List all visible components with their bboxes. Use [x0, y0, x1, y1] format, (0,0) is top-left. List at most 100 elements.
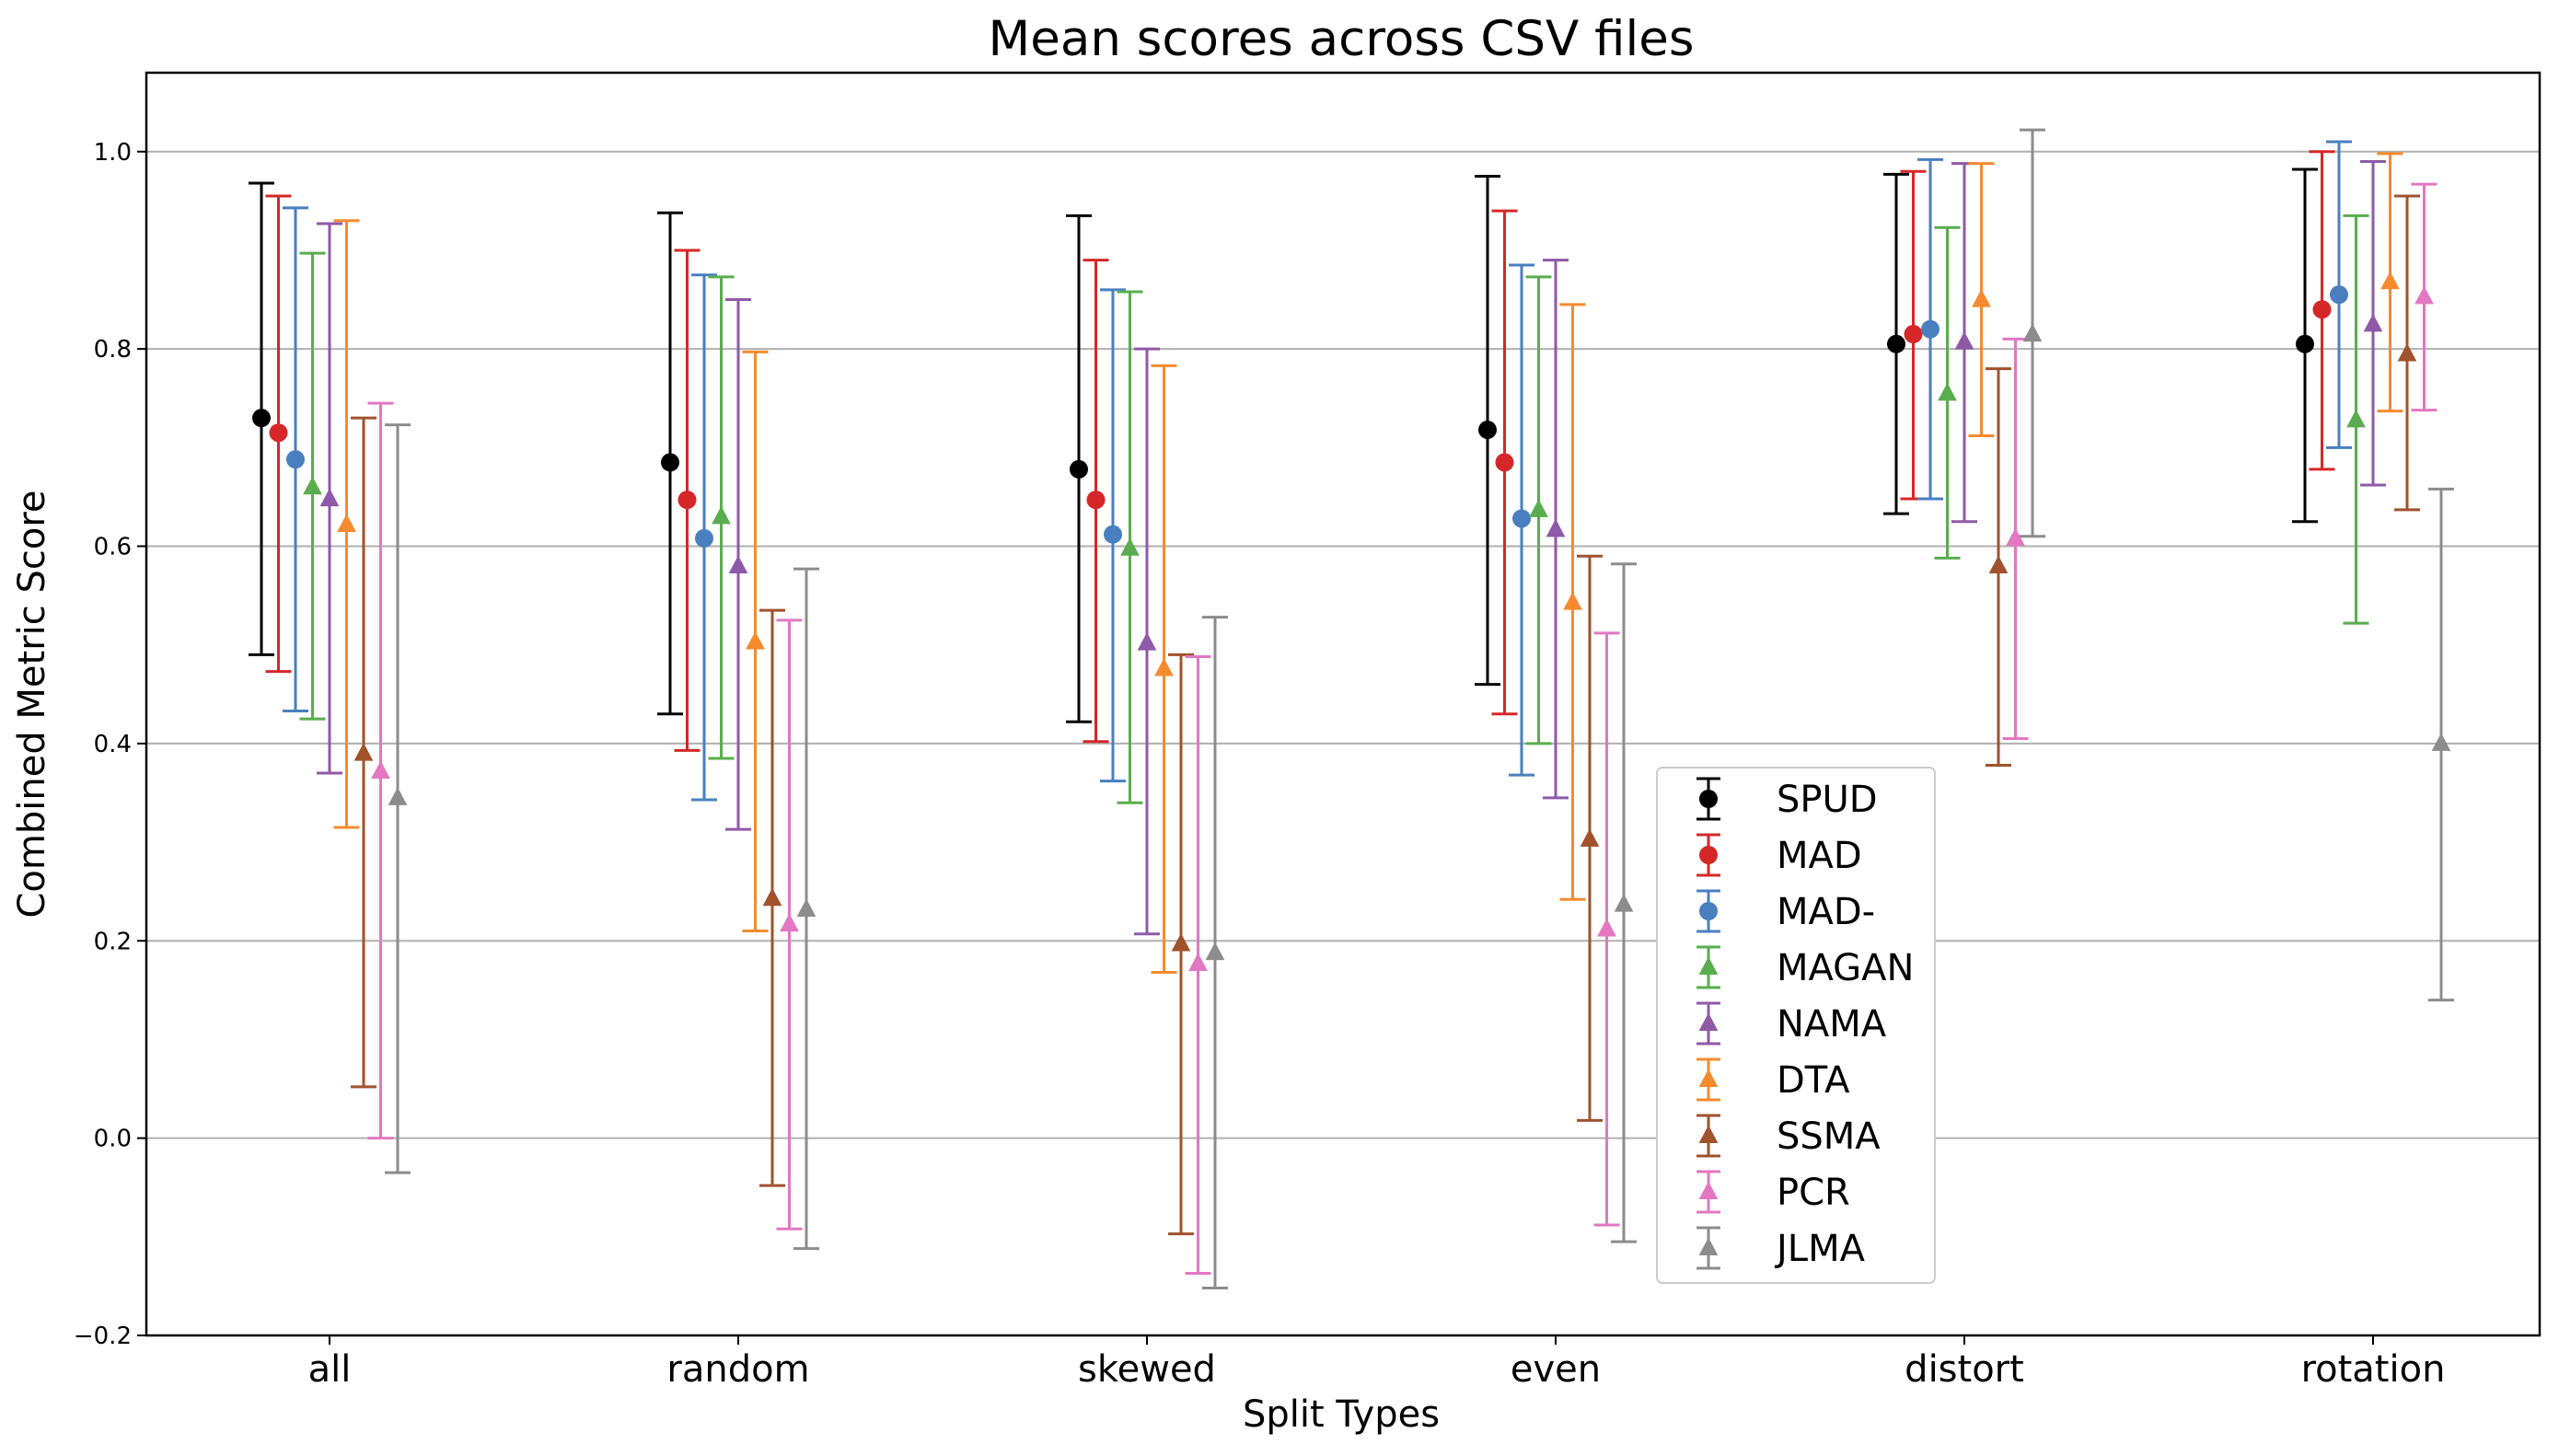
- legend-marker-jlma: [1698, 1237, 1719, 1256]
- legend-marker-magan: [1698, 956, 1719, 976]
- legend-item-mad: MAD-: [1696, 889, 1875, 933]
- y-tick-label: 0.8: [94, 336, 132, 364]
- mean-marker-jlma-even: [1614, 894, 1634, 912]
- x-axis-label: Split Types: [1243, 1393, 1440, 1436]
- y-axis-ticks: −0.2 0.0 0.2 0.4 0.6 0.8 1.0: [74, 139, 146, 1350]
- mean-marker-spud-all: [252, 409, 271, 428]
- legend: SPUD MAD MAD- MAGAN NAMA DTA SSMA PCR JLMA: [1656, 767, 1936, 1284]
- mean-marker-ssma-rotation: [2397, 342, 2417, 362]
- mean-marker-dta-even: [1563, 592, 1582, 610]
- y-tick-label: 0.4: [94, 731, 132, 758]
- mean-marker-spud-even: [1478, 421, 1497, 440]
- series-mad: [265, 150, 2335, 752]
- mean-marker-pcr-distort: [2006, 527, 2025, 546]
- legend-item-nama: NAMA: [1696, 1001, 1887, 1046]
- y-tick-label: −0.2: [74, 1323, 132, 1350]
- legend-item-spud: SPUD: [1696, 777, 1878, 821]
- mean-marker-magan-random: [712, 505, 731, 525]
- mean-marker-ssma-skewed: [1171, 932, 1191, 952]
- legend-label-ssma: SSMA: [1777, 1115, 1881, 1158]
- series-spud: [249, 168, 2318, 723]
- mean-marker-jlma-distort: [2022, 323, 2043, 342]
- mean-marker-jlma-all: [388, 787, 408, 805]
- mean-marker-dta-random: [746, 630, 765, 650]
- mean-marker-spud-distort: [1887, 334, 1905, 353]
- mean-marker-mad-all: [286, 450, 305, 469]
- mean-marker-nama-rotation: [2363, 313, 2383, 332]
- series-layer: [249, 128, 2454, 1290]
- legend-label-spud: SPUD: [1777, 779, 1878, 821]
- y-tick-label: 0.6: [94, 534, 132, 561]
- legend-label-magan: MAGAN: [1777, 947, 1914, 989]
- legend-label-dta: DTA: [1777, 1059, 1850, 1102]
- legend-frame: [1656, 767, 1936, 1284]
- legend-label-jlma: JLMA: [1774, 1228, 1866, 1270]
- mean-marker-spud-skewed: [1070, 459, 1088, 479]
- x-axis-ticks: all random skewed even distort rotation: [308, 1335, 2445, 1391]
- legend-marker-spud: [1699, 790, 1718, 808]
- x-tick-label-random: random: [666, 1348, 809, 1391]
- series-magan: [299, 214, 2369, 804]
- mean-marker-ssma-random: [762, 887, 782, 907]
- y-axis-label: Combined Metric Score: [11, 490, 53, 918]
- grid-lines: [146, 150, 2540, 1336]
- mean-marker-dta-skewed: [1154, 657, 1174, 676]
- mean-marker-magan-skewed: [1120, 537, 1140, 556]
- mean-marker-pcr-even: [1597, 918, 1616, 937]
- mean-marker-mad-skewed: [1104, 525, 1122, 544]
- mean-marker-jlma-random: [796, 898, 816, 917]
- mean-marker-jlma-rotation: [2431, 733, 2451, 751]
- mean-marker-mad-random: [677, 491, 697, 510]
- x-tick-label-skewed: skewed: [1078, 1348, 1216, 1391]
- mean-marker-pcr-random: [780, 913, 799, 932]
- x-tick-label-distort: distort: [1905, 1348, 2024, 1391]
- series-nama: [317, 159, 2386, 936]
- series-pcr: [367, 182, 2437, 1275]
- legend-item-jlma: JLMA: [1696, 1226, 1866, 1270]
- legend-marker-mad: [1699, 902, 1718, 920]
- mean-marker-pcr-all: [371, 760, 390, 779]
- mean-marker-dta-distort: [1972, 289, 1991, 307]
- mean-marker-nama-all: [319, 488, 340, 507]
- series-dta: [333, 152, 2403, 975]
- mean-marker-jlma-skewed: [1205, 942, 1225, 961]
- y-tick-label: 1.0: [94, 139, 132, 167]
- legend-item-ssma: SSMA: [1696, 1114, 1881, 1158]
- mean-marker-ssma-all: [353, 743, 374, 761]
- mean-marker-mad-rotation: [2330, 285, 2348, 305]
- y-tick-label: 0.0: [94, 1126, 132, 1153]
- mean-marker-dta-rotation: [2380, 271, 2400, 290]
- mean-marker-dta-all: [337, 514, 356, 532]
- legend-label-mad: MAD-: [1777, 891, 1875, 933]
- mean-marker-mad-distort: [1904, 325, 1923, 344]
- mean-marker-mad-even: [1495, 453, 1514, 472]
- mean-marker-nama-skewed: [1137, 632, 1157, 651]
- mean-marker-mad-skewed: [1086, 491, 1106, 510]
- legend-item-dta: DTA: [1696, 1057, 1850, 1102]
- legend-marker-ssma: [1698, 1125, 1719, 1144]
- mean-marker-mad-even: [1512, 509, 1531, 528]
- mean-marker-pcr-skewed: [1188, 953, 1208, 971]
- series-jlma: [385, 128, 2454, 1290]
- mean-marker-mad-rotation: [2312, 300, 2332, 319]
- series-ssma: [351, 194, 2420, 1236]
- legend-label-mad: MAD: [1777, 835, 1862, 877]
- legend-marker-dta: [1698, 1069, 1719, 1088]
- legend-item-magan: MAGAN: [1696, 945, 1914, 989]
- mean-marker-nama-random: [728, 555, 748, 573]
- legend-item-pcr: PCR: [1696, 1170, 1850, 1214]
- mean-marker-ssma-distort: [1988, 555, 2009, 573]
- series-mad: [283, 140, 2352, 802]
- mean-marker-nama-even: [1546, 518, 1566, 537]
- legend-item-mad: MAD: [1696, 833, 1862, 877]
- mean-marker-mad-all: [269, 423, 288, 443]
- y-tick-label: 0.2: [94, 928, 132, 955]
- plot-frame: [145, 71, 2542, 1337]
- mean-marker-nama-distort: [1954, 331, 1974, 350]
- x-tick-label-all: all: [308, 1348, 352, 1391]
- chart-title: Mean scores across CSV files: [989, 11, 1695, 67]
- mean-marker-pcr-rotation: [2414, 285, 2434, 305]
- mean-marker-mad-distort: [1921, 319, 1940, 339]
